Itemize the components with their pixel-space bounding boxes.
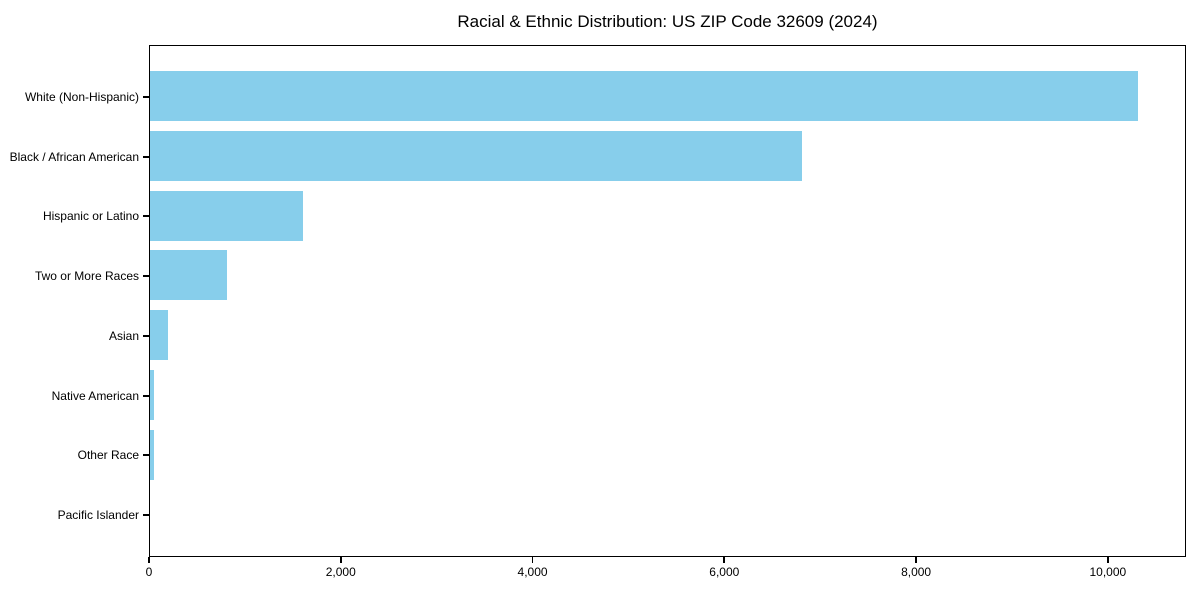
plot-area: [149, 45, 1186, 557]
x-tick-mark: [531, 557, 534, 563]
bar-black-african-american: [150, 130, 803, 181]
bar-native-american: [150, 369, 154, 420]
y-tick-mark: [143, 155, 149, 158]
y-tick-mark: [143, 95, 149, 98]
x-tick-label-0: 0: [145, 565, 153, 579]
x-tick-label-2-000: 2,000: [325, 565, 356, 579]
y-tick-label-other-race: Other Race: [77, 448, 139, 463]
bar-asian: [150, 310, 168, 361]
bar-white-non-hispanic: [150, 71, 1138, 122]
y-tick-mark: [143, 394, 149, 397]
y-tick-label-two-or-more-races: Two or More Races: [34, 269, 139, 284]
bar-hispanic-or-latino: [150, 190, 304, 241]
y-tick-mark: [143, 514, 149, 517]
x-tick-label-4-000: 4,000: [517, 565, 548, 579]
y-tick-label-native-american: Native American: [51, 388, 139, 403]
y-tick-label-black-african-american: Black / African American: [9, 149, 139, 164]
x-tick-label-8-000: 8,000: [901, 565, 932, 579]
x-tick-label-6-000: 6,000: [709, 565, 740, 579]
y-tick-mark: [143, 454, 149, 457]
x-tick-mark: [1106, 557, 1109, 563]
y-tick-mark: [143, 334, 149, 337]
y-tick-mark: [143, 215, 149, 218]
bar-other-race: [150, 429, 154, 480]
x-tick-mark: [723, 557, 726, 563]
x-tick-mark: [915, 557, 917, 563]
y-tick-label-hispanic-or-latino: Hispanic or Latino: [42, 209, 139, 224]
x-tick-label-10-000: 10,000: [1089, 565, 1127, 579]
y-tick-label-asian: Asian: [108, 328, 139, 343]
y-tick-mark: [143, 275, 149, 278]
bar-two-or-more-races: [150, 250, 227, 301]
x-tick-mark: [148, 557, 150, 563]
y-tick-label-white-non-hispanic: White (Non-Hispanic): [24, 89, 139, 104]
x-tick-mark: [339, 557, 342, 563]
chart-title: Racial & Ethnic Distribution: US ZIP Cod…: [457, 12, 878, 31]
y-tick-label-pacific-islander: Pacific Islander: [57, 508, 139, 523]
